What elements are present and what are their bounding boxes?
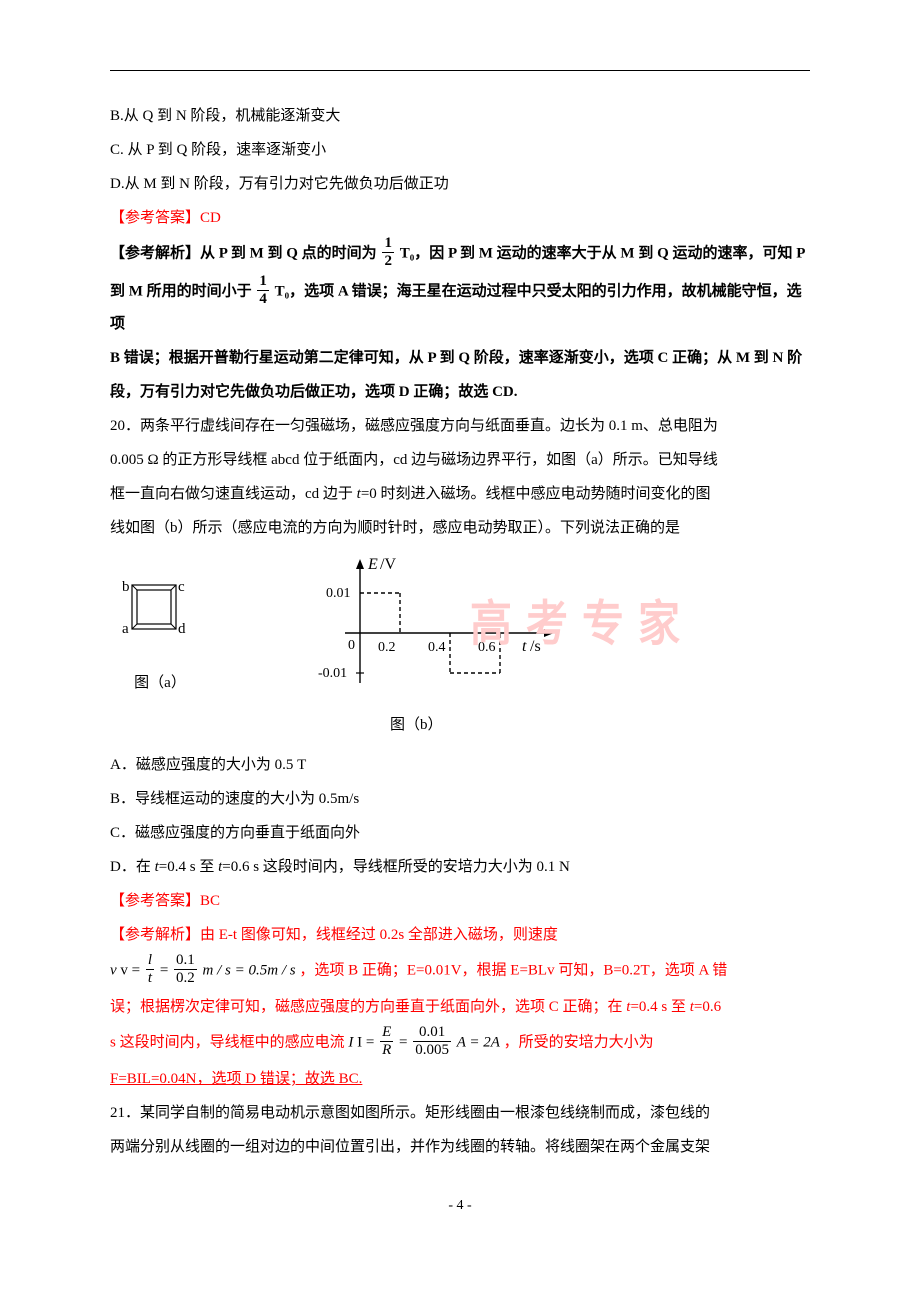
svg-text:t: t <box>522 638 527 655</box>
answer-value: CD <box>200 210 221 226</box>
q20-option-b: B．导线框运动的速度的大小为 0.5m/s <box>110 784 810 814</box>
svg-text:d: d <box>178 621 186 637</box>
frac-l-t: lt <box>144 952 156 986</box>
svg-text:/s: /s <box>530 638 541 655</box>
frac-half-1: 12 <box>380 235 396 269</box>
q20-option-c: C．磁感应强度的方向垂直于纸面向外 <box>110 818 810 848</box>
eq-mid: = <box>160 962 172 978</box>
explanation-label: 【参考解析】 <box>110 245 200 261</box>
q20-l2: 0.005 Ω 的正方形导线框 abcd 位于纸面内，cd 边与磁场边界平行，如… <box>110 445 810 475</box>
frac-num: 1 <box>382 235 394 253</box>
exp1-b: T₀，因 P 到 M 运动的速率大于从 M 到 Q 运动的速率，可知 P <box>400 245 806 261</box>
frac-den: t <box>146 970 154 987</box>
q20-option-d: D．在 t=0.4 s 至 t=0.6 s 这段时间内，导线框所受的安培力大小为… <box>110 852 810 882</box>
figure-b-caption: 图（b） <box>290 710 570 740</box>
exp2-b: ，选项 B 正确；E=0.01V，根据 E=BLv 可知，B=0.2T，选项 A… <box>299 962 727 978</box>
frac-01-02: 0.10.2 <box>172 952 199 986</box>
opt-d-a: D．在 <box>110 859 155 875</box>
exp2-c2: =0.4 s 至 <box>630 999 689 1015</box>
explanation-q19-l4: 段，万有引力对它先做负功后做正功，选项 D 正确；故选 CD. <box>110 377 810 407</box>
page-number: - 4 - <box>110 1192 810 1220</box>
explanation-q20-l5: F=BIL=0.04N，选项 D 错误；故选 BC. <box>110 1064 362 1094</box>
explanation-q19-l3: B 错误；根据开普勒行星运动第二定律可知，从 P 到 Q 阶段，速率逐渐变小，选… <box>110 343 810 373</box>
svg-text:-0.01: -0.01 <box>318 666 347 681</box>
top-rule <box>110 70 810 71</box>
explanation-q19-l2: 到 M 所用的时间小于 14 T₀，选项 A 错误；海王星在运动过程中只受太阳的… <box>110 275 810 339</box>
exp2-d-a: s 这段时间内，导线框中的感应电流 <box>110 1034 345 1050</box>
figure-b: 高考专家 E /V t /s 0.01 -0.01 0 0.2 0.4 <box>290 553 570 740</box>
frac-num: l <box>146 952 154 970</box>
svg-text:0.4: 0.4 <box>428 640 446 655</box>
frac-den: 4 <box>257 291 269 308</box>
svg-text:0: 0 <box>348 638 355 653</box>
page: B.从 Q 到 N 阶段，机械能逐渐变大 C. 从 P 到 Q 阶段，速率逐渐变… <box>0 0 920 1260</box>
frac-001-0005: 0.010.005 <box>411 1024 453 1058</box>
emf-chart-icon: E /V t /s 0.01 -0.01 0 0.2 0.4 0.6 <box>290 553 570 693</box>
explanation-q20-l4: s 这段时间内，导线框中的感应电流 I I = ER = 0.010.005 A… <box>110 1026 810 1060</box>
frac-num: E <box>380 1024 393 1042</box>
I-var: I <box>348 1034 353 1050</box>
explanation-label: 【参考解析】 <box>110 927 200 943</box>
answer-value: BC <box>200 893 220 909</box>
svg-text:0.6: 0.6 <box>478 640 496 655</box>
q20-l3: 框一直向右做匀速直线运动，cd 边于 t=0 时刻进入磁场。线框中感应电动势随时… <box>110 479 810 509</box>
frac-quarter: 14 <box>255 273 271 307</box>
svg-text:/V: /V <box>380 556 396 573</box>
figure-a-caption: 图（a） <box>120 668 200 698</box>
opt-d-b: =0.4 s 至 <box>159 859 218 875</box>
answer-label: 【参考答案】 <box>110 210 200 226</box>
svg-text:0.01: 0.01 <box>326 586 351 601</box>
frac-den: 0.2 <box>174 970 197 987</box>
frac-den: 0.005 <box>413 1042 451 1059</box>
frac-E-R: ER <box>378 1024 395 1058</box>
eq-left: v = <box>120 962 143 978</box>
explanation-q20-l2: v v = lt = 0.10.2 m / s = 0.5m / s ，选项 B… <box>110 954 810 988</box>
units: m / s = 0.5m / s <box>203 962 296 978</box>
I-eq-left: I = <box>357 1034 378 1050</box>
figure-a: b c a d 图（a） <box>120 553 200 698</box>
v-var: v <box>110 962 117 978</box>
frac-num: 1 <box>257 273 269 291</box>
opt-d-c: =0.6 s 这段时间内，导线框所受的安培力大小为 0.1 N <box>222 859 570 875</box>
exp1-a: 从 P 到 M 到 Q 点的时间为 <box>200 245 377 261</box>
q20-l1: 20．两条平行虚线间存在一匀强磁场，磁感应强度方向与纸面垂直。边长为 0.1 m… <box>110 411 810 441</box>
svg-text:a: a <box>122 621 129 637</box>
option-b-q19: B.从 Q 到 N 阶段，机械能逐渐变大 <box>110 101 810 131</box>
explanation-q20-l3: 误；根据楞次定律可知，磁感应强度的方向垂直于纸面向外，选项 C 正确；在 t=0… <box>110 992 810 1022</box>
figure-row: b c a d 图（a） 高考专家 E /V t /s <box>120 553 810 740</box>
answer-key-q20: 【参考答案】BC <box>110 886 810 916</box>
q20-l4: 线如图（b）所示（感应电流的方向为顺时针时，感应电动势取正）。下列说法正确的是 <box>110 513 810 543</box>
exp2-c3: =0.6 <box>694 999 721 1015</box>
svg-text:b: b <box>122 579 130 595</box>
frac-den: 2 <box>382 253 394 270</box>
frac-num: 0.01 <box>413 1024 451 1042</box>
option-c-q19: C. 从 P 到 Q 阶段，速率逐渐变小 <box>110 135 810 165</box>
explanation-q19-l1: 【参考解析】从 P 到 M 到 Q 点的时间为 12 T₀，因 P 到 M 运动… <box>110 237 810 271</box>
exp2-d-b: ，所受的安培力大小为 <box>504 1034 654 1050</box>
exp1-c: 到 M 所用的时间小于 <box>110 283 252 299</box>
q21-l1: 21．某同学自制的简易电动机示意图如图所示。矩形线圈由一根漆包线绕制而成，漆包线… <box>110 1098 810 1128</box>
answer-label: 【参考答案】 <box>110 893 200 909</box>
q21-l2: 两端分别从线圈的一组对边的中间位置引出，并作为线圈的转轴。将线圈架在两个金属支架 <box>110 1132 810 1162</box>
explanation-q20-l1: 【参考解析】由 E-t 图像可知，线框经过 0.2s 全部进入磁场，则速度 <box>110 920 810 950</box>
frac-num: 0.1 <box>174 952 197 970</box>
frac-den: R <box>380 1042 393 1059</box>
I-eq-mid: = <box>399 1034 411 1050</box>
exp2-c: 误；根据楞次定律可知，磁感应强度的方向垂直于纸面向外，选项 C 正确；在 <box>110 999 626 1015</box>
option-d-q19: D.从 M 到 N 阶段，万有引力对它先做负功后做正功 <box>110 169 810 199</box>
svg-text:c: c <box>178 579 185 595</box>
q20-c-post: =0 时刻进入磁场。线框中感应电动势随时间变化的图 <box>361 486 711 502</box>
square-loop-icon: b c a d <box>120 571 200 651</box>
q20-option-a: A．磁感应强度的大小为 0.5 T <box>110 750 810 780</box>
svg-text:0.2: 0.2 <box>378 640 396 655</box>
exp2-a: 由 E-t 图像可知，线框经过 0.2s 全部进入磁场，则速度 <box>200 927 558 943</box>
I-eq-right: A = 2A <box>457 1034 500 1050</box>
q20-c-pre: 框一直向右做匀速直线运动，cd 边于 <box>110 486 357 502</box>
svg-text:E: E <box>367 556 378 573</box>
answer-key-q19: 【参考答案】CD <box>110 203 810 233</box>
